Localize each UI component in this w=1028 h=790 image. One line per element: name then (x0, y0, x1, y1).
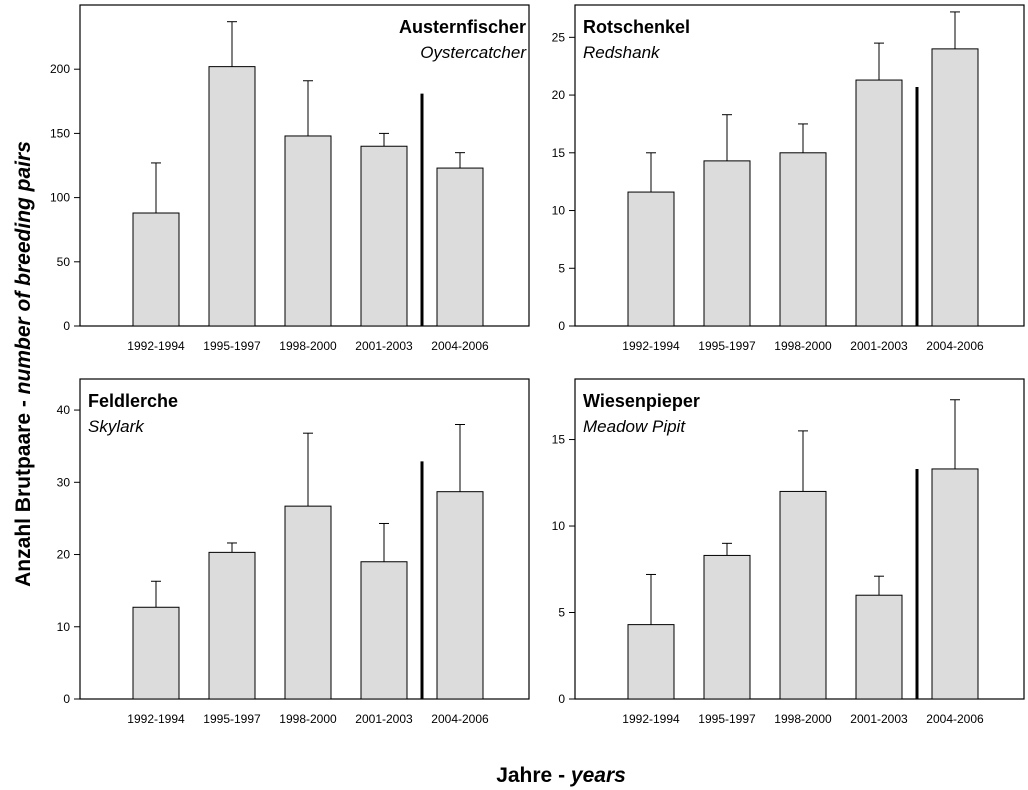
panel-title: Rotschenkel (583, 17, 690, 37)
x-tick-label: 2004-2006 (431, 339, 489, 353)
bar (931, 48, 979, 327)
y-tick-label: 50 (57, 255, 71, 269)
panel-subtitle: Oystercatcher (420, 43, 527, 62)
y-tick-label: 0 (558, 319, 565, 333)
bar (284, 505, 332, 700)
x-tick-label: 2001-2003 (850, 339, 908, 353)
y-tick-label: 20 (57, 548, 71, 562)
x-tick-label: 1992-1994 (622, 712, 680, 726)
bar (208, 66, 256, 327)
bar (360, 561, 408, 700)
x-tick-label: 2001-2003 (850, 712, 908, 726)
y-axis-label-italic: number of breeding pairs (12, 141, 35, 394)
panel-title: Wiesenpieper (583, 391, 700, 411)
y-axis-label-main: Anzahl Brutpaare - (12, 394, 35, 587)
y-tick-label: 150 (50, 126, 70, 140)
x-tick-label: 2004-2006 (926, 339, 984, 353)
chart-panel: 0 50 100 150 200 1992-1994 1995-1997 1998-2000 2… (50, 4, 530, 353)
y-tick-label: 5 (558, 261, 565, 275)
chart-panel: 0 5 10 15 1992-1994 1995-1997 1998-2000 2001-20… (552, 378, 1025, 726)
x-tick-label: 1998-2000 (774, 712, 832, 726)
chart-panel: 0 10 20 30 40 1992-1994 1995-1997 1998-2000 2001… (57, 378, 530, 726)
y-tick-label: 0 (63, 692, 70, 706)
y-tick-label: 20 (552, 88, 566, 102)
bar (627, 624, 675, 700)
bar (855, 79, 903, 327)
y-tick-label: 0 (558, 692, 565, 706)
bar (627, 191, 675, 327)
bar (208, 551, 256, 700)
y-tick-label: 40 (57, 403, 71, 417)
x-tick-label: 1995-1997 (698, 712, 756, 726)
panel-subtitle: Meadow Pipit (583, 417, 686, 436)
bar (436, 167, 484, 327)
x-tick-label: 2001-2003 (355, 712, 413, 726)
x-tick-label: 1995-1997 (698, 339, 756, 353)
bar (436, 491, 484, 700)
x-tick-label: 1998-2000 (279, 712, 337, 726)
panel-subtitle: Skylark (88, 417, 145, 436)
y-tick-label: 100 (50, 191, 70, 205)
x-tick-label: 2004-2006 (926, 712, 984, 726)
x-tick-label: 1992-1994 (622, 339, 680, 353)
chart-panel: 0 5 10 15 20 25 1992-1994 1995-1997 1998-2000 200… (552, 4, 1025, 353)
x-tick-label: 1992-1994 (127, 339, 185, 353)
y-tick-label: 10 (57, 620, 71, 634)
x-tick-label: 2004-2006 (431, 712, 489, 726)
x-tick-label: 1995-1997 (203, 712, 261, 726)
y-tick-label: 30 (57, 475, 71, 489)
y-tick-label: 25 (552, 30, 566, 44)
x-axis-label-italic: years (570, 764, 626, 787)
panel-title: Austernfischer (399, 17, 526, 37)
y-axis-label: Anzahl Brutpaare - number of breeding pa… (12, 141, 35, 587)
bar (931, 468, 979, 700)
y-tick-label: 15 (552, 433, 566, 447)
bar (779, 152, 827, 327)
y-tick-label: 5 (558, 606, 565, 620)
x-axis-label: Jahre - years (496, 764, 626, 787)
x-axis-label-main: Jahre - (496, 764, 571, 787)
x-tick-label: 1992-1994 (127, 712, 185, 726)
bar (132, 212, 180, 327)
bar (360, 145, 408, 327)
y-tick-label: 0 (63, 319, 70, 333)
x-tick-label: 1998-2000 (774, 339, 832, 353)
bar (284, 135, 332, 327)
x-tick-label: 1998-2000 (279, 339, 337, 353)
bar (132, 606, 180, 700)
panel-subtitle: Redshank (583, 43, 661, 62)
y-tick-label: 15 (552, 146, 566, 160)
panel-title: Feldlerche (88, 391, 178, 411)
bar (855, 594, 903, 700)
bar (703, 160, 751, 327)
y-tick-label: 10 (552, 204, 566, 218)
bar (703, 554, 751, 700)
bar (779, 490, 827, 700)
y-tick-label: 200 (50, 62, 70, 76)
x-tick-label: 1995-1997 (203, 339, 261, 353)
x-tick-label: 2001-2003 (355, 339, 413, 353)
y-tick-label: 10 (552, 519, 566, 533)
